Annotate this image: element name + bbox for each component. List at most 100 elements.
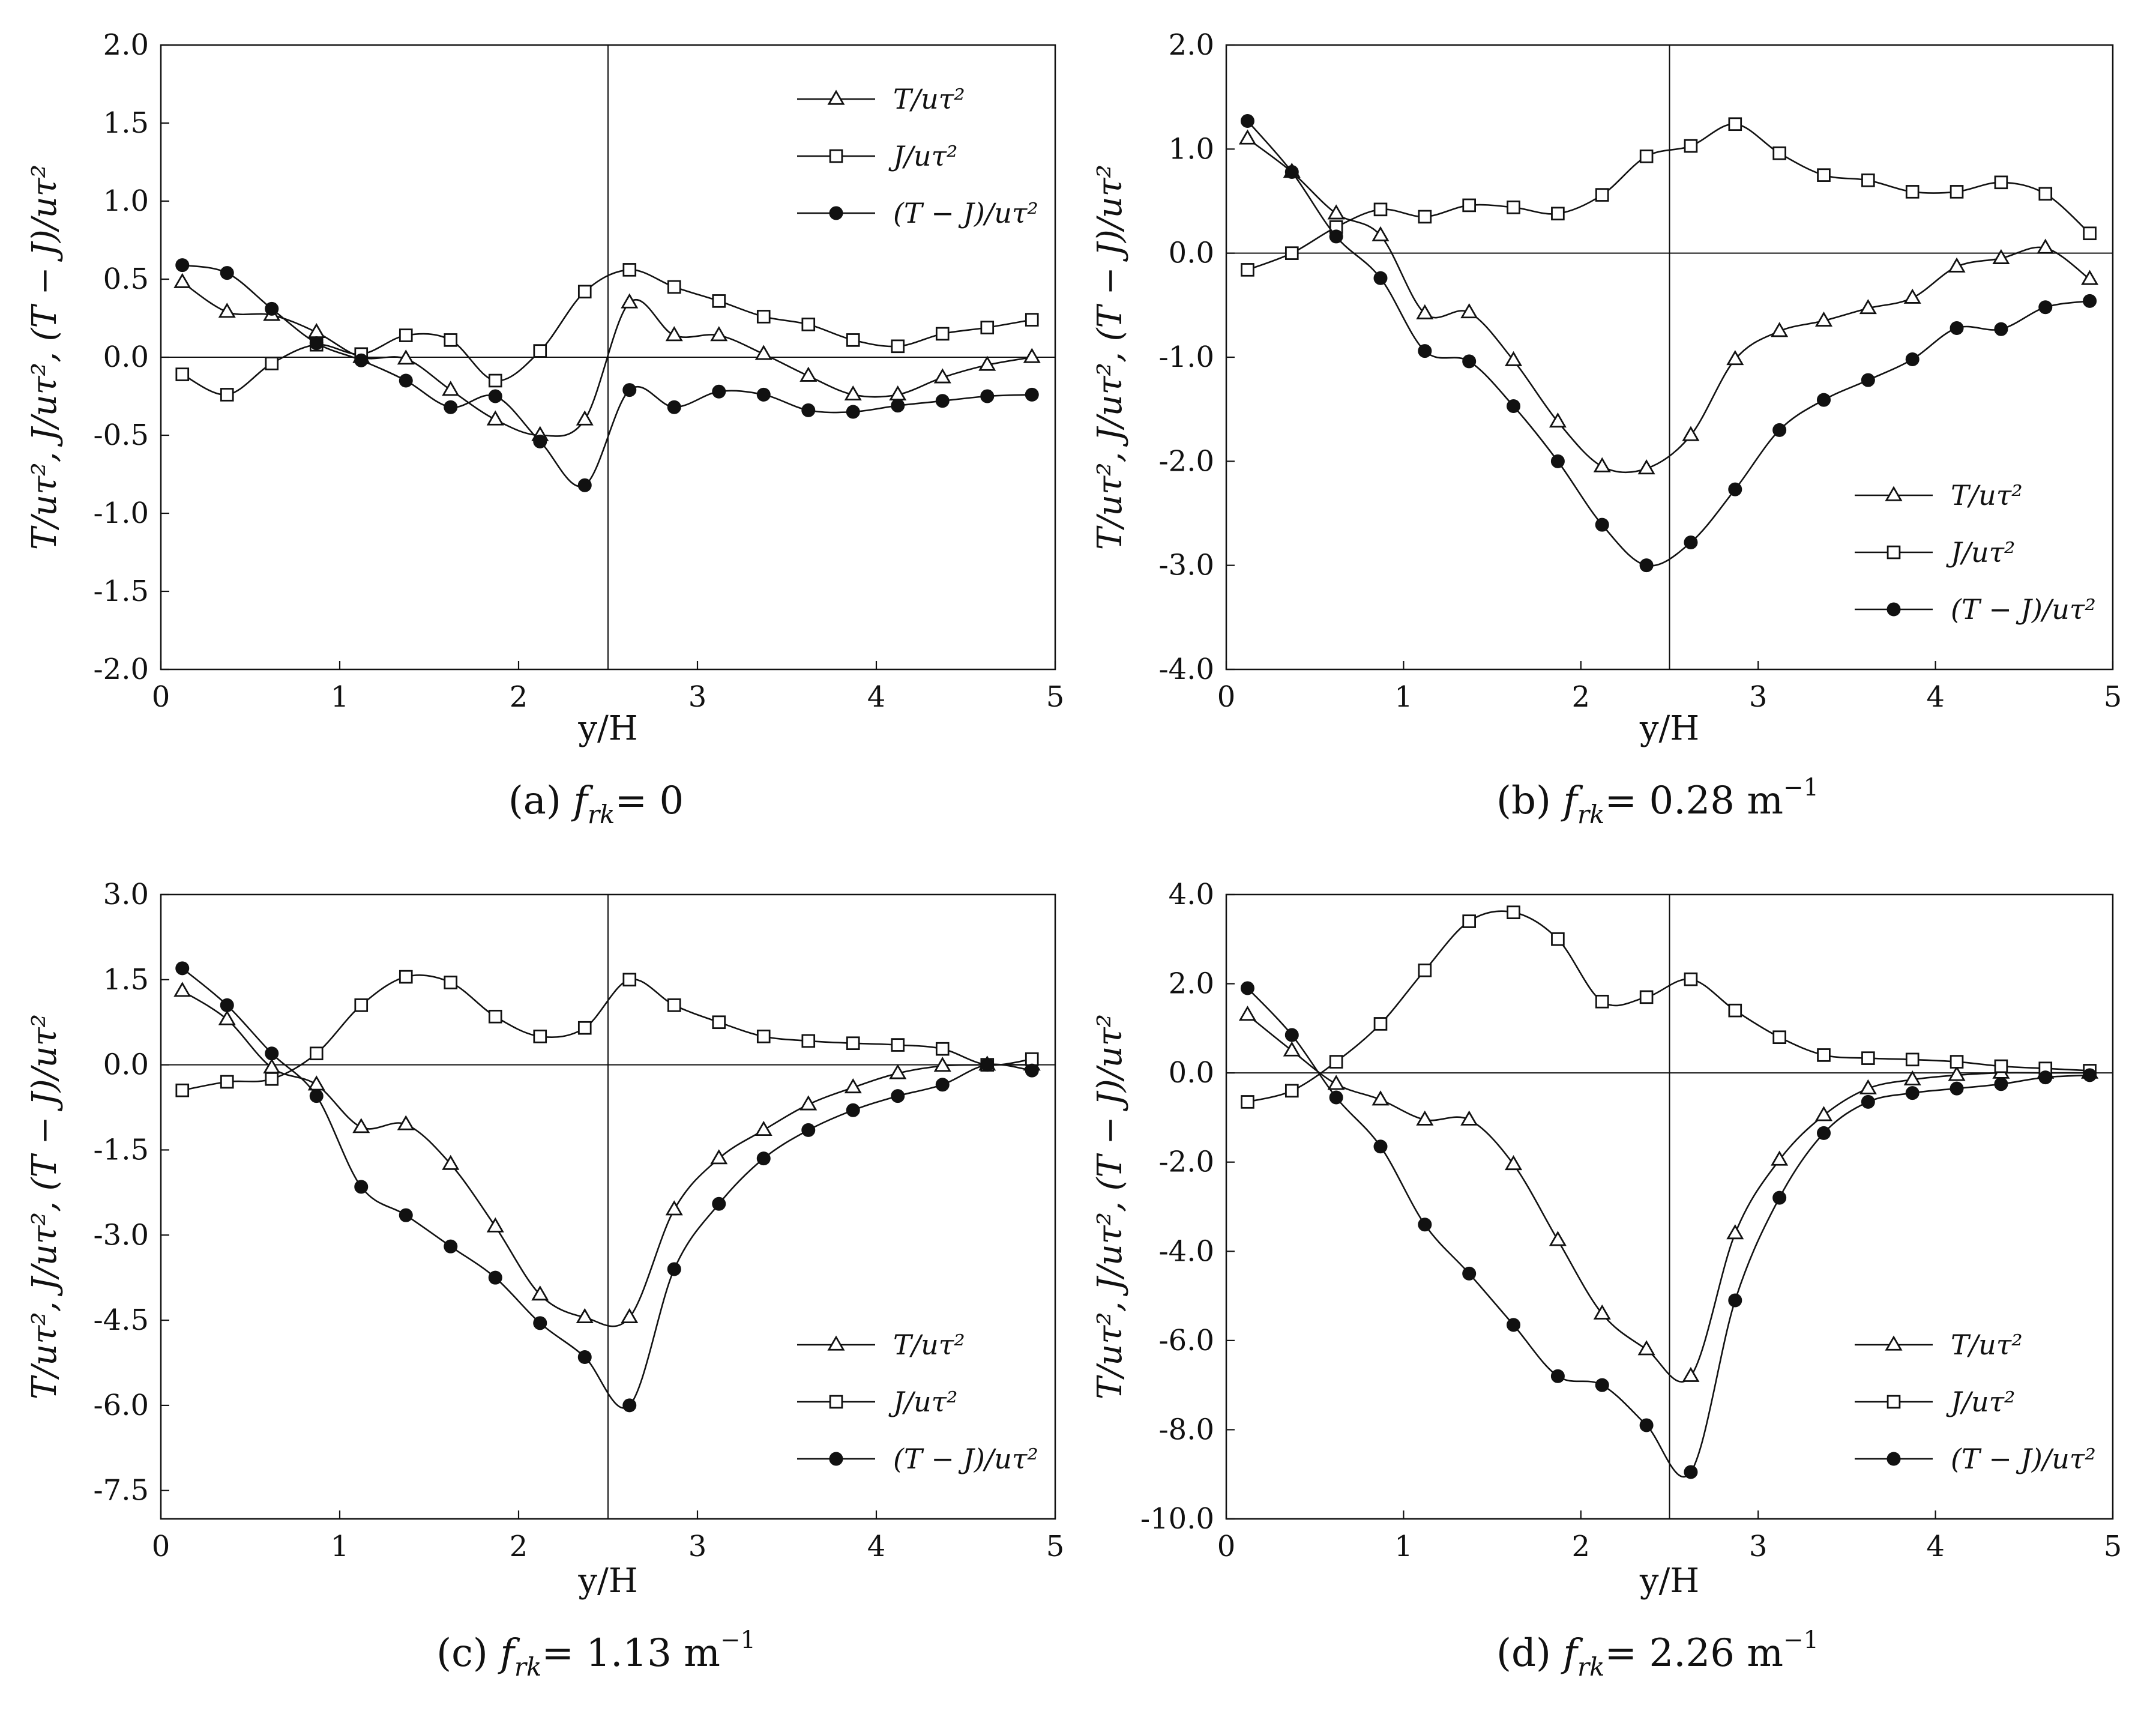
y-tick-label: -6.0 <box>93 1389 149 1422</box>
data-point-square <box>577 285 592 299</box>
data-point-circle <box>935 1078 950 1092</box>
data-point-square <box>1861 174 1875 187</box>
data-point-circle <box>488 1270 502 1285</box>
data-point-square <box>801 318 816 331</box>
series-line <box>182 282 1032 437</box>
data-point-square <box>1905 185 1920 199</box>
data-point-square <box>622 263 637 277</box>
y-tick-label: 0.0 <box>1169 1056 1214 1090</box>
series-line <box>181 967 1032 1409</box>
data-point-circle <box>533 1316 547 1330</box>
data-point-circle <box>1025 1063 1039 1078</box>
legend-label: T/uτ² <box>893 1329 965 1361</box>
data-point-triangle <box>1682 1366 1700 1382</box>
data-point-triangle <box>1948 257 1966 273</box>
data-point-square <box>1950 185 1964 199</box>
x-axis-title: y/H <box>577 709 637 748</box>
legend-marker-square <box>829 149 843 163</box>
data-point-square <box>1684 139 1698 153</box>
data-point-circle <box>309 336 324 351</box>
data-point-square <box>444 333 458 347</box>
data-point-triangle <box>218 1010 236 1025</box>
data-point-triangle <box>486 410 504 426</box>
data-point-square <box>1418 963 1432 977</box>
y-tick-label: -3.0 <box>93 1218 149 1252</box>
data-point-circle <box>1905 352 1920 366</box>
data-point-triangle <box>397 349 415 365</box>
data-point-triangle <box>1549 412 1567 428</box>
series-circle <box>1240 981 2097 1479</box>
legend-marker-circle <box>829 206 843 220</box>
y-tick-label: -2.0 <box>93 653 149 686</box>
data-point-triangle <box>1505 351 1523 366</box>
data-point-square <box>175 367 190 381</box>
data-point-triangle <box>576 1308 594 1324</box>
data-point-triangle <box>1903 1070 1921 1085</box>
data-point-triangle <box>1903 288 1921 304</box>
data-point-square <box>1507 201 1520 214</box>
y-tick-label: -1.0 <box>1158 340 1214 374</box>
data-point-circle <box>667 400 681 414</box>
y-tick-label: -1.0 <box>93 496 149 530</box>
series-circle <box>175 258 1039 492</box>
data-point-square <box>488 1009 502 1024</box>
data-point-triangle <box>844 385 862 401</box>
x-tick-label: 4 <box>1926 1530 1945 1563</box>
data-point-circle <box>756 387 771 402</box>
data-point-circle <box>399 1208 413 1222</box>
data-point-triangle <box>665 326 683 342</box>
x-tick-label: 2 <box>1572 680 1591 714</box>
x-tick-label: 4 <box>867 1530 886 1563</box>
data-point-circle <box>1284 1028 1299 1042</box>
data-point-circle <box>1772 423 1787 437</box>
data-point-square <box>1817 168 1831 182</box>
series-line <box>182 974 1032 1091</box>
y-tick-label: 2.0 <box>1169 28 1214 62</box>
data-point-circle <box>935 394 950 408</box>
legend: T/uτ² J/uτ² (T − J)/uτ² <box>797 83 1038 229</box>
data-point-triangle <box>1771 1150 1789 1166</box>
data-point-square <box>1284 1084 1299 1098</box>
data-point-circle <box>622 383 637 397</box>
data-point-circle <box>1240 114 1254 128</box>
data-point-square <box>1462 198 1476 213</box>
data-point-square <box>1025 313 1039 327</box>
series-square <box>175 263 1039 402</box>
data-point-square <box>399 328 413 342</box>
data-point-square <box>220 1075 234 1089</box>
x-tick-label: 5 <box>2104 1530 2122 1563</box>
series-line <box>182 264 1032 487</box>
data-point-triangle <box>1460 1110 1478 1126</box>
data-point-circle <box>891 1089 905 1103</box>
data-point-square <box>1595 188 1609 202</box>
data-point-circle <box>1550 454 1565 468</box>
data-point-triangle <box>1771 322 1789 337</box>
series-square <box>1241 117 2097 277</box>
panel-caption: (c) frk= 1.13 m−1 <box>436 1626 756 1682</box>
legend-label: J/uτ² <box>888 140 957 172</box>
data-point-triangle <box>1460 303 1478 319</box>
data-point-triangle <box>1992 249 2010 264</box>
legend-label: (T − J)/uτ² <box>1951 593 2096 626</box>
y-tick-label: 1.5 <box>103 963 149 997</box>
data-point-circle <box>1595 1378 1609 1392</box>
data-point-circle <box>2038 300 2053 315</box>
legend-label: J/uτ² <box>1946 536 2015 569</box>
y-axis-title: T/uτ², J/uτ², (T − J)/uτ² <box>25 164 64 550</box>
data-point-triangle <box>1593 1304 1611 1320</box>
y-tick-label: -8.0 <box>1158 1413 1214 1446</box>
data-point-circle <box>1418 1218 1432 1232</box>
data-point-circle <box>1462 354 1477 369</box>
data-point-circle <box>1728 482 1742 496</box>
data-point-square <box>309 1046 324 1061</box>
data-point-circle <box>1684 1465 1698 1479</box>
data-point-triangle <box>2037 238 2055 254</box>
data-point-square <box>1551 207 1565 221</box>
y-tick-label: -4.0 <box>1158 653 1214 686</box>
data-point-triangle <box>710 1149 728 1165</box>
data-point-triangle <box>1859 1079 1877 1094</box>
data-point-triangle <box>397 1115 415 1130</box>
data-point-circle <box>265 1046 279 1061</box>
data-point-square <box>1950 1055 1964 1069</box>
data-point-square <box>846 333 860 347</box>
